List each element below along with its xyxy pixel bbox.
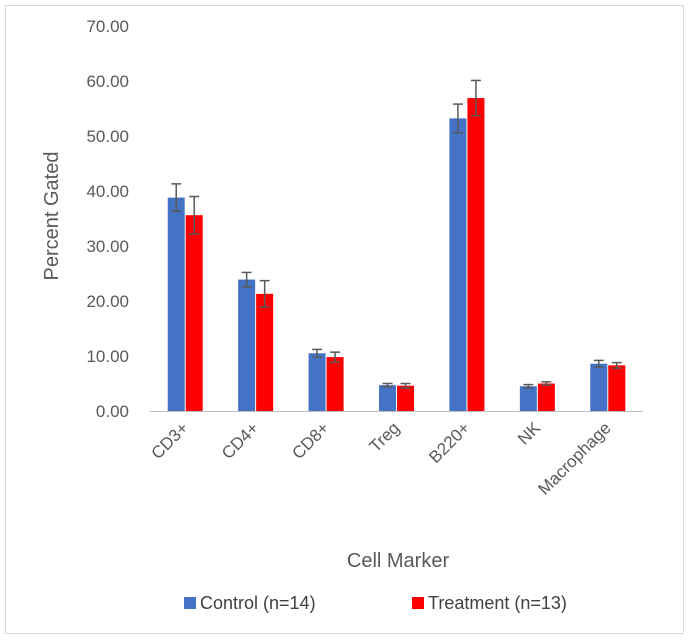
y-tick-label: 40.00 [86,182,129,201]
error-bar [312,348,323,358]
bars [167,98,626,412]
bar-control [590,363,608,411]
x-axis-title: Cell Marker [347,550,450,572]
y-tick-label: 60.00 [86,72,129,91]
chart-frame [5,5,684,634]
legend-label: Treatment (n=13) [428,593,567,613]
bar-control [308,353,326,411]
legend-swatch [184,597,196,609]
error-bar [470,79,481,117]
legend-item-control: Control (n=14) [184,593,316,613]
y-tick-label: 10.00 [86,347,129,366]
error-bar [593,359,604,368]
bar-treatment [397,385,414,411]
legend-item-treatment: Treatment (n=13) [412,593,567,613]
x-tick-label: Macrophage [534,418,614,498]
bar-control [519,386,537,411]
bar-treatment [326,357,344,411]
error-bar [400,382,411,389]
bar-control [238,279,256,411]
x-tick-label: Treg [366,418,404,456]
error-bar [611,361,622,369]
bar-control [379,385,396,411]
y-tick-label: 0.00 [96,402,129,421]
error-bar [241,271,252,288]
bar-control [449,118,467,412]
y-tick-label: 70.00 [86,17,129,36]
bar-treatment [537,383,555,411]
error-bar [189,195,200,235]
error-bar [330,351,341,363]
x-tick-label: B220+ [425,418,474,467]
y-tick-label: 20.00 [86,292,129,311]
bar-treatment [608,365,626,411]
x-tick-label: CD8+ [288,418,333,463]
legend-label: Control (n=14) [200,593,316,613]
error-bar [523,383,534,389]
error-bar [171,183,182,213]
y-axis-ticks: 0.00 10.00 20.00 30.00 40.00 50.00 60.00 70.00 [86,17,129,421]
x-tick-label: NK [514,418,545,449]
error-bar [382,382,393,388]
y-tick-label: 50.00 [86,127,129,146]
bar-control [167,197,185,411]
error-bar [541,381,552,386]
error-bar [259,279,270,308]
legend: Control (n=14) Treatment (n=13) [184,593,567,613]
error-bar [452,103,463,134]
bar-treatment [467,98,485,412]
y-axis-title: Percent Gated [41,152,63,281]
error-bars [171,79,622,389]
x-tick-label: CD4+ [218,418,263,463]
bar-treatment [256,293,274,411]
x-tick-label: CD3+ [148,418,193,463]
legend-swatch [412,597,424,609]
bar-treatment [185,215,203,411]
y-tick-label: 30.00 [86,237,129,256]
